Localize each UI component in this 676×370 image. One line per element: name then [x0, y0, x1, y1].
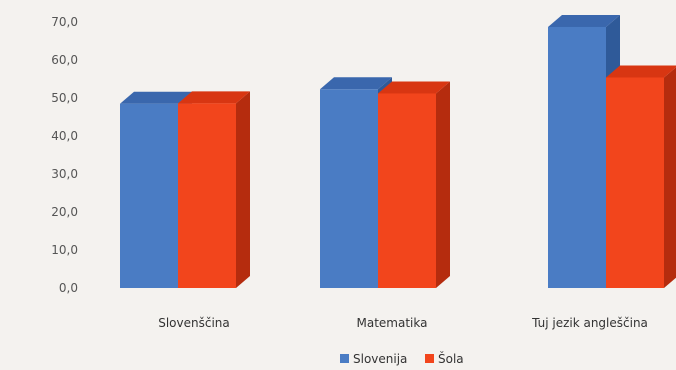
bar-top — [320, 77, 392, 90]
y-tick-label: 60,0 — [51, 53, 78, 67]
bar-sola-2 — [606, 65, 676, 288]
bar-top — [120, 91, 192, 104]
y-tick-label: 30,0 — [51, 167, 78, 181]
bar-front — [320, 89, 378, 288]
bar-top — [548, 14, 620, 27]
legend-label: Šola — [438, 351, 464, 366]
bar-front — [548, 26, 606, 288]
legend-swatch — [340, 354, 349, 363]
bar-sola-0 — [178, 91, 250, 288]
bar-sola-1 — [378, 81, 450, 288]
x-category-label: Matematika — [357, 316, 428, 330]
bar-side — [236, 91, 250, 288]
bar-front — [378, 93, 436, 288]
bar-side — [664, 67, 676, 288]
legend-swatch — [425, 354, 434, 363]
y-tick-label: 10,0 — [51, 243, 78, 257]
bars-group — [120, 14, 676, 288]
y-tick-label: 70,0 — [51, 15, 78, 29]
bar-front — [606, 77, 664, 288]
bar-top — [378, 81, 450, 94]
y-tick-label: 50,0 — [51, 91, 78, 105]
bar-top — [606, 65, 676, 78]
legend-label: Slovenija — [353, 352, 407, 366]
bar-top — [178, 91, 250, 104]
x-category-label: Slovenščina — [158, 316, 230, 330]
bar-front — [178, 103, 236, 288]
bar-front — [120, 103, 178, 288]
x-category-label: Tuj jezik angleščina — [531, 316, 648, 330]
y-tick-label: 40,0 — [51, 129, 78, 143]
y-tick-label: 0,0 — [59, 281, 78, 295]
bar-side — [436, 81, 450, 288]
x-axis: Slovenščina Matematika Tuj jezik angleščin… — [158, 316, 648, 330]
y-tick-label: 20,0 — [51, 205, 78, 219]
legend: Slovenija Šola — [340, 351, 464, 366]
y-axis: 0,0 10,0 20,0 30,0 40,0 50,0 60,0 70,0 — [51, 15, 78, 295]
